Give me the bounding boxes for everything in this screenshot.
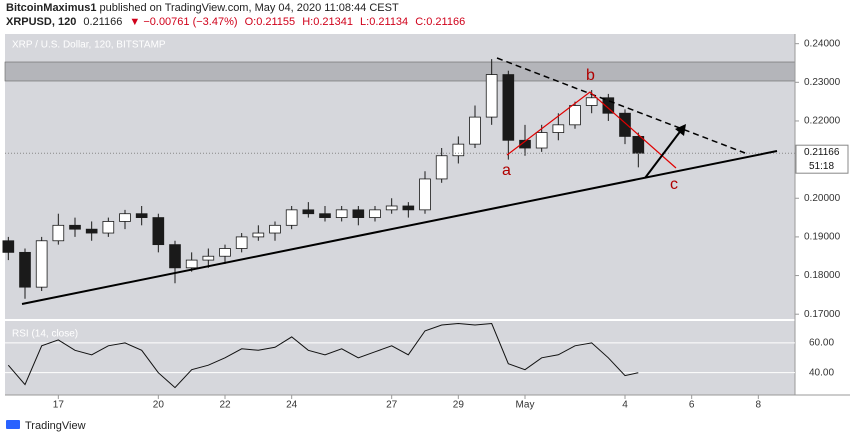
- candle-body: [335, 209, 348, 218]
- countdown: 51:18: [809, 161, 834, 172]
- candle-body: [85, 228, 98, 234]
- pane-title: XRP / U.S. Dollar, 120, BITSTAMP: [12, 40, 166, 51]
- y-tick-label: 0.23000: [804, 77, 841, 88]
- candle-body: [252, 232, 265, 238]
- candle-body: [602, 97, 615, 114]
- candle-body: [302, 209, 315, 215]
- y-tick-label: 0.18000: [804, 270, 841, 281]
- candle-body: [519, 139, 531, 149]
- author: BitcoinMaximus1: [6, 2, 97, 14]
- x-tick-label: 29: [453, 400, 465, 411]
- candle-body: [419, 178, 431, 211]
- x-tick-label: 20: [153, 400, 165, 411]
- y-tick-label: 0.19000: [804, 232, 841, 243]
- candle-body: [52, 224, 65, 242]
- arrow-head: [675, 124, 686, 136]
- candle-body: [452, 143, 465, 157]
- candle-body: [285, 209, 298, 226]
- x-tick-label: May: [516, 400, 535, 411]
- candle-body: [35, 240, 48, 288]
- candle-body: [169, 244, 181, 269]
- candle-body: [352, 209, 365, 218]
- last-price-box: [795, 144, 849, 174]
- candle-body: [385, 205, 398, 211]
- candle-body: [402, 205, 415, 211]
- wave-label-a: a: [502, 162, 511, 179]
- y-tick-label: 0.20000: [804, 193, 841, 204]
- x-tick-label: 24: [286, 400, 298, 411]
- last-price: 0.21166: [83, 16, 123, 28]
- ohlc-low: L:0.21134: [360, 16, 409, 28]
- y-tick-label: 60.00: [809, 337, 834, 348]
- candle-body: [585, 97, 598, 106]
- rsi-title: RSI (14, close): [12, 329, 78, 340]
- support-trendline: [21, 150, 778, 305]
- change: −0.00761 (−3.47%): [143, 16, 238, 28]
- rsi-line: [7, 322, 639, 389]
- candle-body: [119, 213, 131, 222]
- last-price-label: 0.21166: [804, 147, 840, 158]
- candle-body: [319, 213, 331, 218]
- ohlc-close: C:0.21166: [415, 16, 466, 28]
- candle-body: [69, 224, 81, 230]
- candle-body: [202, 255, 215, 261]
- candle-body: [135, 213, 148, 218]
- quote-line: XRPUSD, 120 0.21166 ▼ −0.00761 (−3.47%) …: [6, 16, 469, 28]
- x-tick-label: 8: [756, 400, 762, 411]
- y-tick-label: 0.24000: [804, 38, 841, 49]
- resistance-zone: [4, 61, 796, 82]
- y-tick-label: 40.00: [809, 367, 834, 378]
- abc-pattern: [506, 91, 677, 169]
- candle-body: [102, 221, 115, 234]
- candle-body: [152, 217, 165, 246]
- brand-name: TradingView: [25, 420, 86, 432]
- candle-body: [185, 259, 198, 269]
- x-tick-label: 22: [219, 400, 231, 411]
- candle-body: [435, 155, 448, 180]
- candle-body: [485, 74, 498, 118]
- down-arrow: ▼: [129, 16, 141, 28]
- candle-body: [235, 236, 248, 249]
- candle-body: [632, 136, 645, 154]
- symbol: XRPUSD, 120: [6, 16, 77, 28]
- candle-body: [535, 132, 548, 149]
- candle-body: [502, 74, 515, 141]
- publish-line: BitcoinMaximus1 published on TradingView.…: [6, 2, 403, 14]
- ohlc-high: H:0.21341: [302, 16, 353, 28]
- published: published on TradingView.com, May 04, 20…: [99, 2, 399, 14]
- x-tick-label: 17: [53, 400, 65, 411]
- wave-label-c: c: [670, 176, 678, 193]
- x-tick-label: 27: [386, 400, 398, 411]
- brand: TradingView: [6, 420, 86, 432]
- y-tick-label: 0.17000: [804, 309, 841, 320]
- candle-body: [619, 112, 631, 137]
- candle-body: [219, 248, 231, 257]
- x-tick-label: 4: [622, 400, 628, 411]
- candle-body: [552, 124, 565, 133]
- candle-body: [369, 209, 381, 218]
- projection-arrow: [644, 128, 683, 179]
- candle-body: [269, 224, 281, 234]
- resistance-trendline: [496, 57, 746, 154]
- candle-body: [19, 251, 31, 288]
- candle-body: [569, 105, 581, 126]
- x-tick-label: 6: [689, 400, 695, 411]
- brand-logo: [6, 420, 20, 429]
- candle-body: [469, 116, 481, 145]
- wave-label-b: b: [586, 67, 595, 84]
- y-tick-label: 0.22000: [804, 116, 841, 127]
- candle-body: [2, 240, 15, 253]
- ohlc-open: O:0.21155: [244, 16, 296, 28]
